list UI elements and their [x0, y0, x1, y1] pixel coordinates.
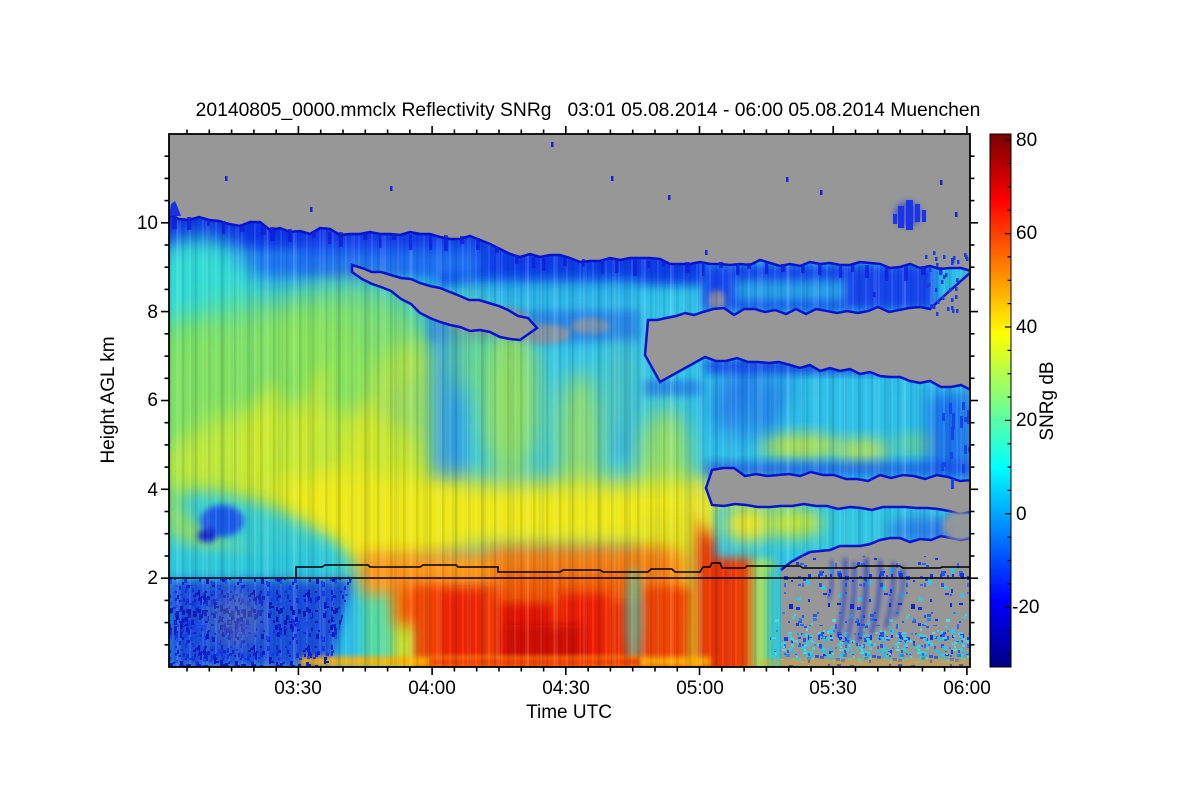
svg-text:04:00: 04:00 — [408, 678, 456, 699]
svg-text:10: 10 — [137, 213, 158, 234]
svg-text:40: 40 — [1016, 317, 1037, 338]
svg-text:4: 4 — [147, 480, 158, 501]
svg-text:05:00: 05:00 — [676, 678, 724, 699]
svg-text:06:00: 06:00 — [943, 678, 991, 699]
svg-text:6: 6 — [147, 390, 158, 411]
svg-text:04:30: 04:30 — [542, 678, 590, 699]
svg-text:SNRg dB: SNRg dB — [1037, 361, 1058, 440]
svg-text:20140805_0000.mmclx Reflectivi: 20140805_0000.mmclx Reflectivity SNRg 03… — [196, 100, 981, 121]
svg-text:-20: -20 — [1012, 597, 1039, 618]
svg-text:Height AGL km: Height AGL km — [98, 336, 119, 463]
svg-text:80: 80 — [1016, 130, 1037, 151]
svg-text:0: 0 — [1016, 504, 1027, 525]
svg-text:05:30: 05:30 — [809, 678, 857, 699]
svg-text:2: 2 — [147, 568, 158, 589]
svg-text:03:30: 03:30 — [274, 678, 322, 699]
svg-text:20: 20 — [1016, 410, 1037, 431]
svg-text:Time UTC: Time UTC — [526, 702, 612, 723]
svg-text:8: 8 — [147, 302, 158, 323]
svg-text:60: 60 — [1016, 223, 1037, 244]
